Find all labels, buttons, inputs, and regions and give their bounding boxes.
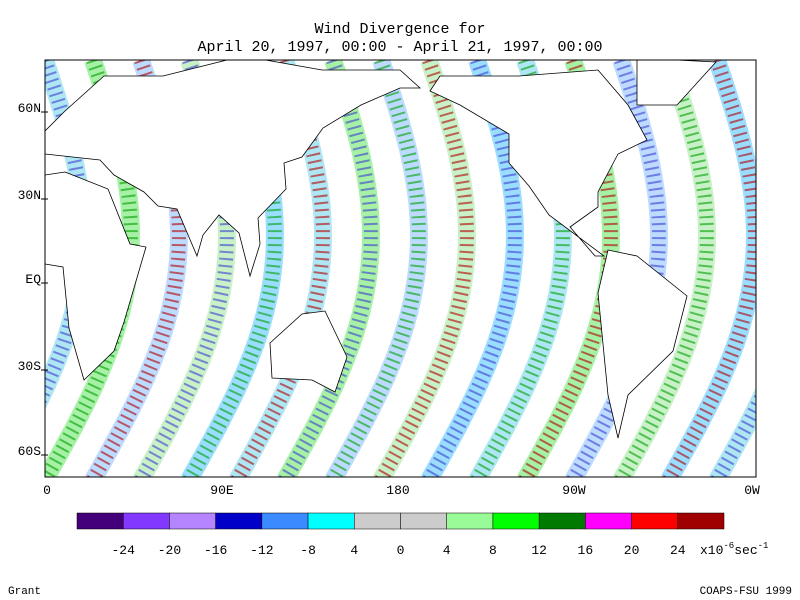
colorbar-label: 20	[624, 543, 640, 558]
title: April 20, 1997, 00:00 - April 21, 1997, …	[197, 39, 602, 56]
lon-label: 0	[43, 483, 51, 498]
south-america	[597, 249, 688, 439]
colorbar-cell	[538, 512, 586, 530]
greenland	[636, 60, 717, 106]
colorbar-unit: x10-6sec-1	[700, 541, 768, 558]
colorbar-label: 24	[670, 543, 686, 558]
lat-label: EQ	[25, 272, 41, 287]
swath	[277, 60, 380, 477]
lat-label: 30S	[18, 359, 42, 374]
title: Wind Divergence for	[314, 21, 485, 38]
north-america	[429, 69, 648, 257]
colorbar-label: 4	[350, 543, 358, 558]
map-frame	[44, 59, 757, 478]
swath	[325, 60, 428, 477]
lat-label: 60S	[18, 444, 42, 459]
footer-right: COAPS-FSU 1999	[700, 586, 792, 598]
colorbar-label: -8	[300, 543, 316, 558]
colorbar-cell	[307, 512, 355, 530]
lat-label: 60N	[18, 101, 41, 116]
colorbar-cell	[677, 512, 725, 530]
unit-exp: -1	[758, 541, 769, 551]
colorbar-label: 4	[443, 543, 451, 558]
footer-left: Grant	[8, 586, 41, 598]
lon-label: 0W	[744, 483, 760, 498]
lat-label: 30N	[18, 188, 41, 203]
colorbar: -24 -20 -16 -12 -8 4 0 4 8 12 16 20 24	[76, 512, 725, 558]
colorbar-cell	[585, 512, 632, 530]
swath	[661, 60, 756, 477]
colorbar-cell	[400, 512, 447, 530]
colorbar-label: -20	[158, 543, 181, 558]
colorbar-cell	[169, 512, 216, 530]
colorbar-cell	[492, 512, 540, 530]
swath	[421, 60, 524, 477]
colorbar-cell	[261, 512, 309, 530]
lon-label: 180	[386, 483, 409, 498]
colorbar-cell	[122, 512, 170, 530]
colorbar-cell	[76, 512, 124, 530]
colorbar-label: 12	[531, 543, 547, 558]
colorbar-cell	[354, 512, 401, 530]
colorbar-label: 16	[578, 543, 594, 558]
unit-exp: -6	[723, 541, 734, 551]
colorbar-label: -24	[112, 543, 136, 558]
colorbar-cell	[215, 512, 263, 530]
africa	[45, 171, 147, 381]
colorbar-label: 0	[397, 543, 405, 558]
colorbar-label: -16	[204, 543, 227, 558]
eurasia	[45, 60, 422, 278]
lon-label: 90W	[562, 483, 586, 498]
swath	[709, 387, 756, 477]
colorbar-label: 8	[489, 543, 497, 558]
unit-mid: sec	[734, 543, 757, 558]
swath	[613, 60, 716, 477]
swath	[373, 60, 476, 477]
colorbar-cell	[446, 512, 494, 530]
unit-base: x10	[700, 543, 723, 558]
colorbar-cell	[631, 512, 679, 530]
lon-label: 90E	[210, 483, 234, 498]
colorbar-label: -12	[250, 543, 273, 558]
axis-labels: 60N 30N EQ 30S 60S 0 90E 180 90W 0W	[18, 101, 760, 498]
land	[45, 60, 717, 439]
australia	[269, 310, 348, 393]
swath	[565, 60, 668, 477]
